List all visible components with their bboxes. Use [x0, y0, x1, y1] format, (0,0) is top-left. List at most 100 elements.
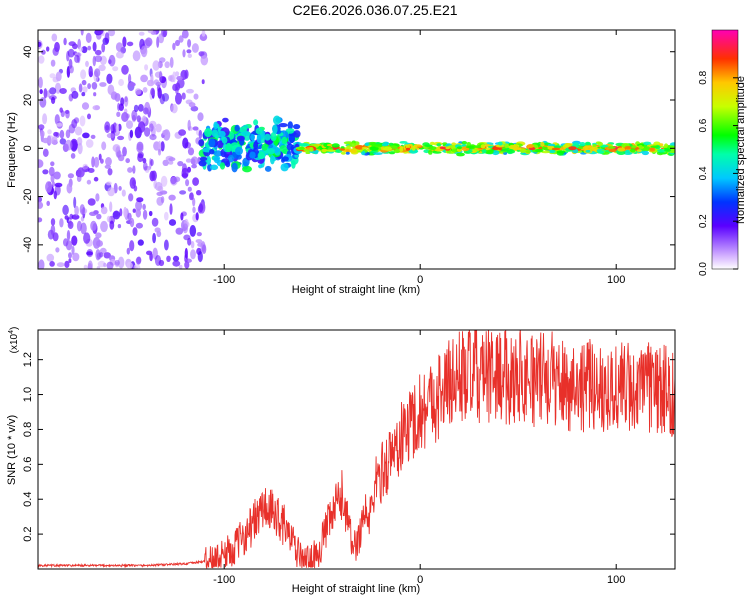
spectrogram-cell	[48, 166, 55, 177]
spectrogram-cell	[121, 189, 126, 197]
spectrogram-cell	[38, 259, 45, 269]
spectrogram-cell	[556, 150, 566, 154]
spectrogram-cell	[74, 205, 79, 216]
spectrogram-cell	[42, 113, 48, 125]
spectrogram-cell	[299, 144, 308, 147]
spectrogram-cell	[643, 141, 652, 146]
spectrogram-cell	[51, 96, 56, 104]
spectrogram-cell	[192, 177, 200, 186]
spectrogram-cell	[201, 244, 207, 255]
spectrogram-cell	[219, 162, 226, 170]
spectrogram-cell	[187, 147, 195, 156]
spectrogram-cell	[631, 145, 637, 149]
spectrogram-cell	[187, 53, 192, 58]
y-tick-label: 1.0	[22, 387, 34, 402]
spectrogram-cell	[399, 147, 404, 152]
spectrogram-cell	[85, 32, 92, 44]
spectrogram-cell	[650, 145, 659, 149]
spectrogram-cell	[525, 150, 531, 154]
spectrogram-cell	[158, 70, 163, 83]
spectrogram-cell	[132, 208, 136, 213]
spectrogram-cell	[669, 142, 675, 147]
spectrogram-cell	[173, 176, 181, 183]
spectrogram-cell	[81, 92, 86, 97]
spectrogram-cell	[256, 134, 262, 144]
spectrogram-cell	[166, 255, 171, 262]
x-tick-label: 0	[417, 274, 423, 286]
y-tick-label: -40	[22, 237, 34, 253]
spectrogram-cell	[133, 264, 141, 269]
colorbar-ticks: 0.0 0.2 0.4 0.6 0.8	[698, 70, 738, 276]
spectrogram-cell	[144, 127, 151, 137]
spectrogram-cell	[149, 134, 157, 141]
colorbar-tick-label: 0.4	[698, 166, 709, 180]
spectrogram-cell	[59, 129, 65, 139]
spectrogram-cell	[112, 144, 121, 153]
spectrogram-cell	[399, 141, 408, 144]
spectrogram-cell	[568, 146, 577, 151]
spectrogram-cell	[42, 148, 49, 157]
spectrogram-cell	[540, 141, 545, 147]
spectrogram-cell	[150, 159, 154, 166]
spectrogram-cell	[291, 160, 296, 169]
spectrogram-cell	[340, 151, 346, 155]
spectrogram-cell	[126, 120, 133, 129]
spectrogram-cell	[99, 82, 107, 87]
spectrogram-cell	[168, 160, 174, 165]
spectrogram-cell	[64, 215, 69, 220]
spectrogram-cell	[63, 37, 67, 46]
spectrogram-cell	[508, 144, 518, 150]
spectrogram-cell	[255, 127, 263, 135]
spectrogram-cell	[51, 33, 58, 42]
spectrogram-cell	[67, 221, 74, 229]
spectrogram-cell	[158, 33, 165, 44]
spectrogram-cell	[189, 225, 197, 237]
spectrogram-cell	[62, 204, 69, 216]
spectrogram-cell	[592, 144, 597, 147]
spectrogram-cell	[172, 255, 180, 262]
spectrogram-cell	[79, 115, 86, 127]
spectrogram-cell	[168, 75, 173, 82]
spectrogram-cell	[107, 84, 115, 96]
spectrogram-cell	[281, 136, 288, 145]
spectrogram-cell	[191, 164, 198, 169]
spectrogram-cell	[49, 261, 55, 267]
spectrogram-cell	[82, 163, 89, 170]
spectrogram-cell	[157, 185, 164, 192]
spectrogram-cell	[53, 131, 59, 137]
spectrogram-cell	[504, 143, 510, 149]
spectrogram-cell	[91, 82, 98, 90]
spectrogram-cell	[94, 55, 103, 63]
spectrogram-cell	[155, 123, 162, 133]
spectrogram-cell	[68, 123, 76, 134]
spectrogram-cell	[134, 88, 142, 95]
spectrogram-cell	[250, 133, 255, 141]
spectrogram-cell	[198, 203, 204, 213]
spectrogram-cell	[54, 41, 60, 53]
spectrogram-cell	[122, 36, 127, 48]
spectrogram-cell	[59, 138, 67, 145]
spectrogram-cell	[374, 144, 383, 148]
spectrogram-cell	[87, 83, 91, 90]
spectrogram-cell	[547, 143, 556, 147]
spectrogram-cell	[164, 61, 170, 69]
spectrogram-cell	[169, 57, 174, 68]
spectrogram-cell	[192, 197, 196, 207]
spectrogram-cell	[388, 151, 396, 155]
spectrogram-cell	[326, 149, 336, 152]
spectrogram-cell	[411, 146, 416, 151]
spectrogram-cell	[481, 149, 487, 154]
x-tick-label: 0	[417, 574, 423, 586]
x-tick-label: -100	[213, 574, 235, 586]
spectrogram-cell	[87, 260, 93, 269]
spectrogram-cell	[279, 145, 288, 154]
spectrogram-cell	[50, 224, 56, 236]
spectrogram-cell	[526, 144, 535, 148]
spectrogram-cell	[78, 46, 84, 52]
spectrogram-cell	[127, 212, 132, 221]
spectrogram-cell	[129, 217, 135, 228]
spectrogram-cell	[349, 142, 356, 148]
spectrogram-cell	[207, 163, 213, 172]
spectrogram-cell	[190, 105, 199, 112]
spectrogram-cell	[176, 76, 183, 81]
